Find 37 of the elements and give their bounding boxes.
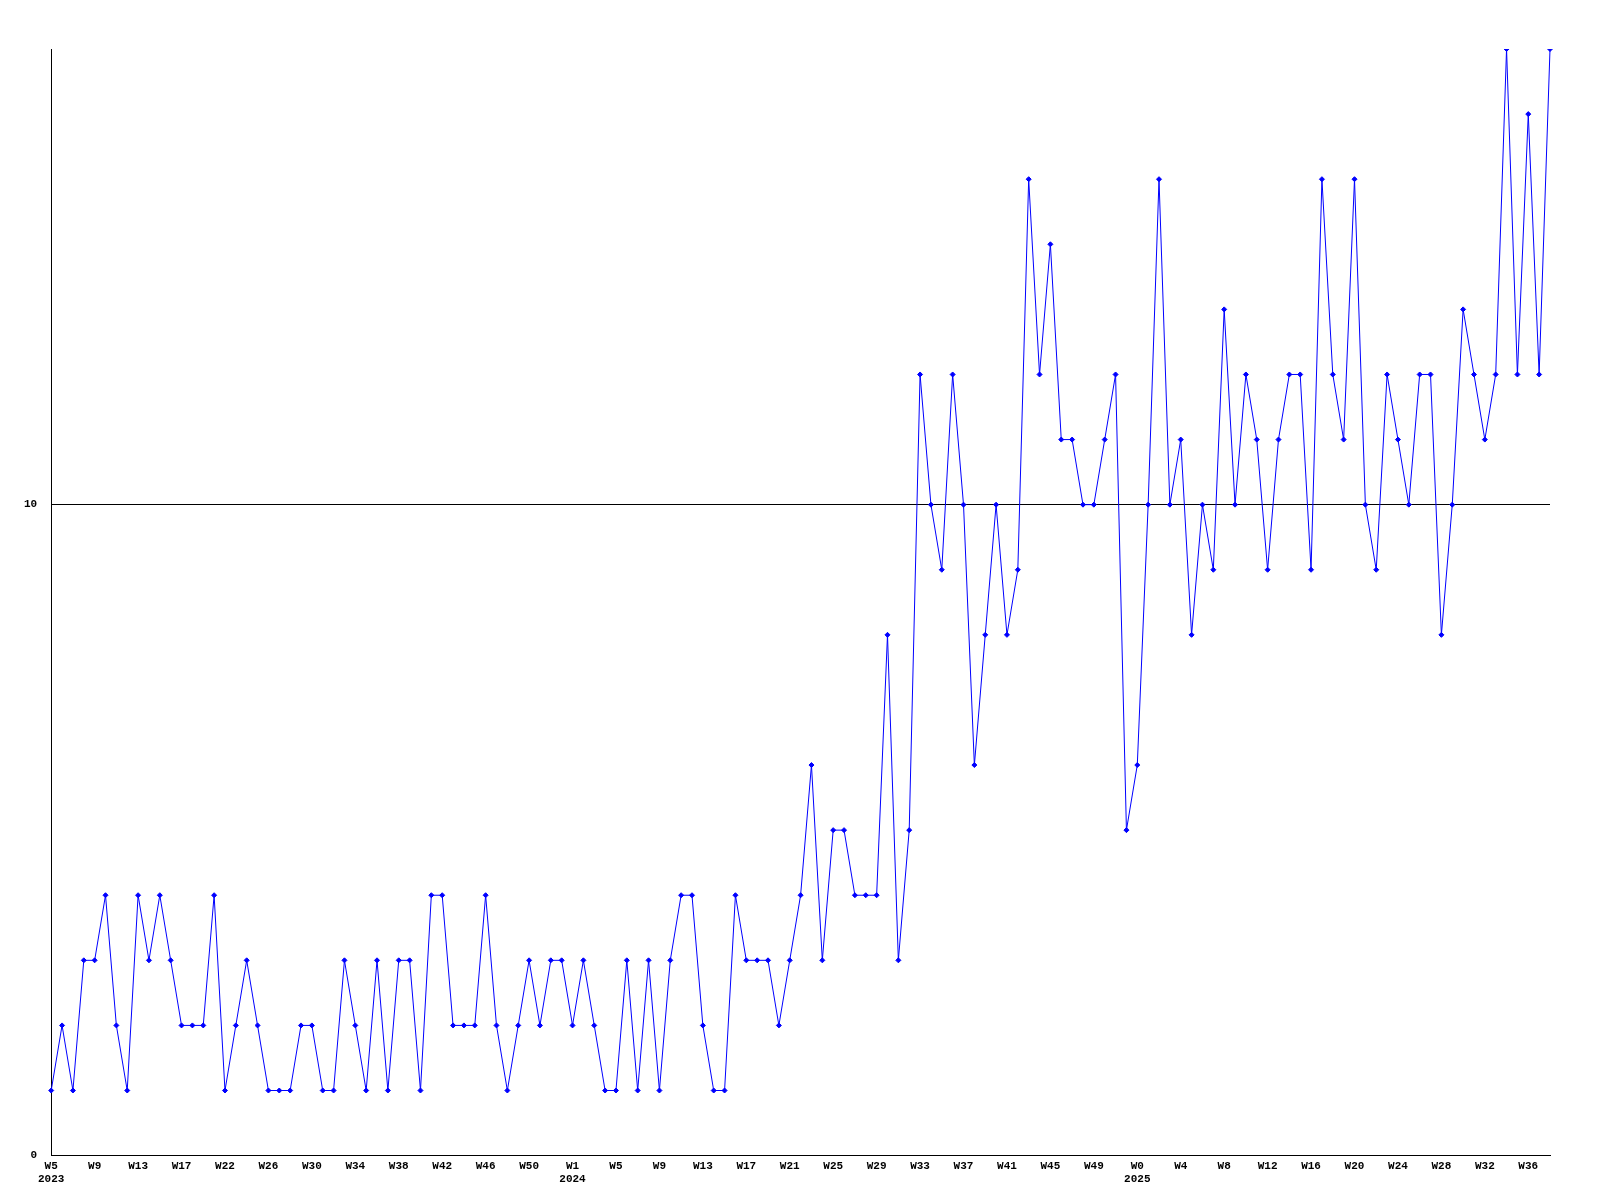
x-tick-label: W41: [997, 1159, 1018, 1172]
x-tick-label: W8: [1217, 1159, 1232, 1172]
x-tick-label: W26: [258, 1159, 279, 1172]
x-tick-label: W34: [345, 1159, 366, 1172]
x-tick-label: W0 2025: [1124, 1159, 1151, 1186]
x-tick-label: W13: [692, 1159, 714, 1172]
x-tick-label: W29: [866, 1159, 887, 1172]
x-tick-label: W5: [609, 1159, 623, 1172]
x-tick-label: W9: [652, 1159, 667, 1172]
x-tick-label: W28: [1431, 1159, 1452, 1172]
x-tick-label: W4: [1174, 1159, 1188, 1172]
x-tick-label: W42: [432, 1159, 453, 1172]
x-tick-label: W16: [1301, 1159, 1321, 1172]
x-tick-label: W24: [1388, 1159, 1409, 1172]
x-tick-label: W49: [1083, 1159, 1104, 1172]
x-tick-label: W50: [519, 1159, 539, 1172]
y-tick-label: 10: [24, 498, 38, 511]
x-tick-label: W32: [1474, 1159, 1495, 1172]
x-tick-label: W9: [88, 1159, 102, 1172]
x-tick-label: W17: [171, 1159, 192, 1172]
x-tick-label: W38: [388, 1159, 410, 1172]
x-tick-label: W5 2023: [38, 1159, 65, 1186]
y-tick-label: 0: [30, 1149, 38, 1162]
x-tick-label: W37: [953, 1159, 974, 1172]
x-tick-label: W21: [779, 1159, 801, 1172]
x-tick-label: W36: [1518, 1159, 1539, 1172]
x-tick-label: W20: [1344, 1159, 1365, 1172]
x-tick-label: W33: [910, 1159, 931, 1172]
x-tick-label: W46: [475, 1159, 496, 1172]
x-tick-label: W30: [301, 1159, 322, 1172]
x-tick-label: W1 2024: [559, 1159, 587, 1186]
x-tick-label: W25: [823, 1159, 844, 1172]
x-tick-label: W13: [128, 1159, 149, 1172]
x-tick-label: W45: [1040, 1159, 1061, 1172]
x-tick-label: W12: [1257, 1159, 1278, 1172]
x-tick-label: W22: [215, 1159, 235, 1172]
x-tick-label: W17: [736, 1159, 757, 1172]
